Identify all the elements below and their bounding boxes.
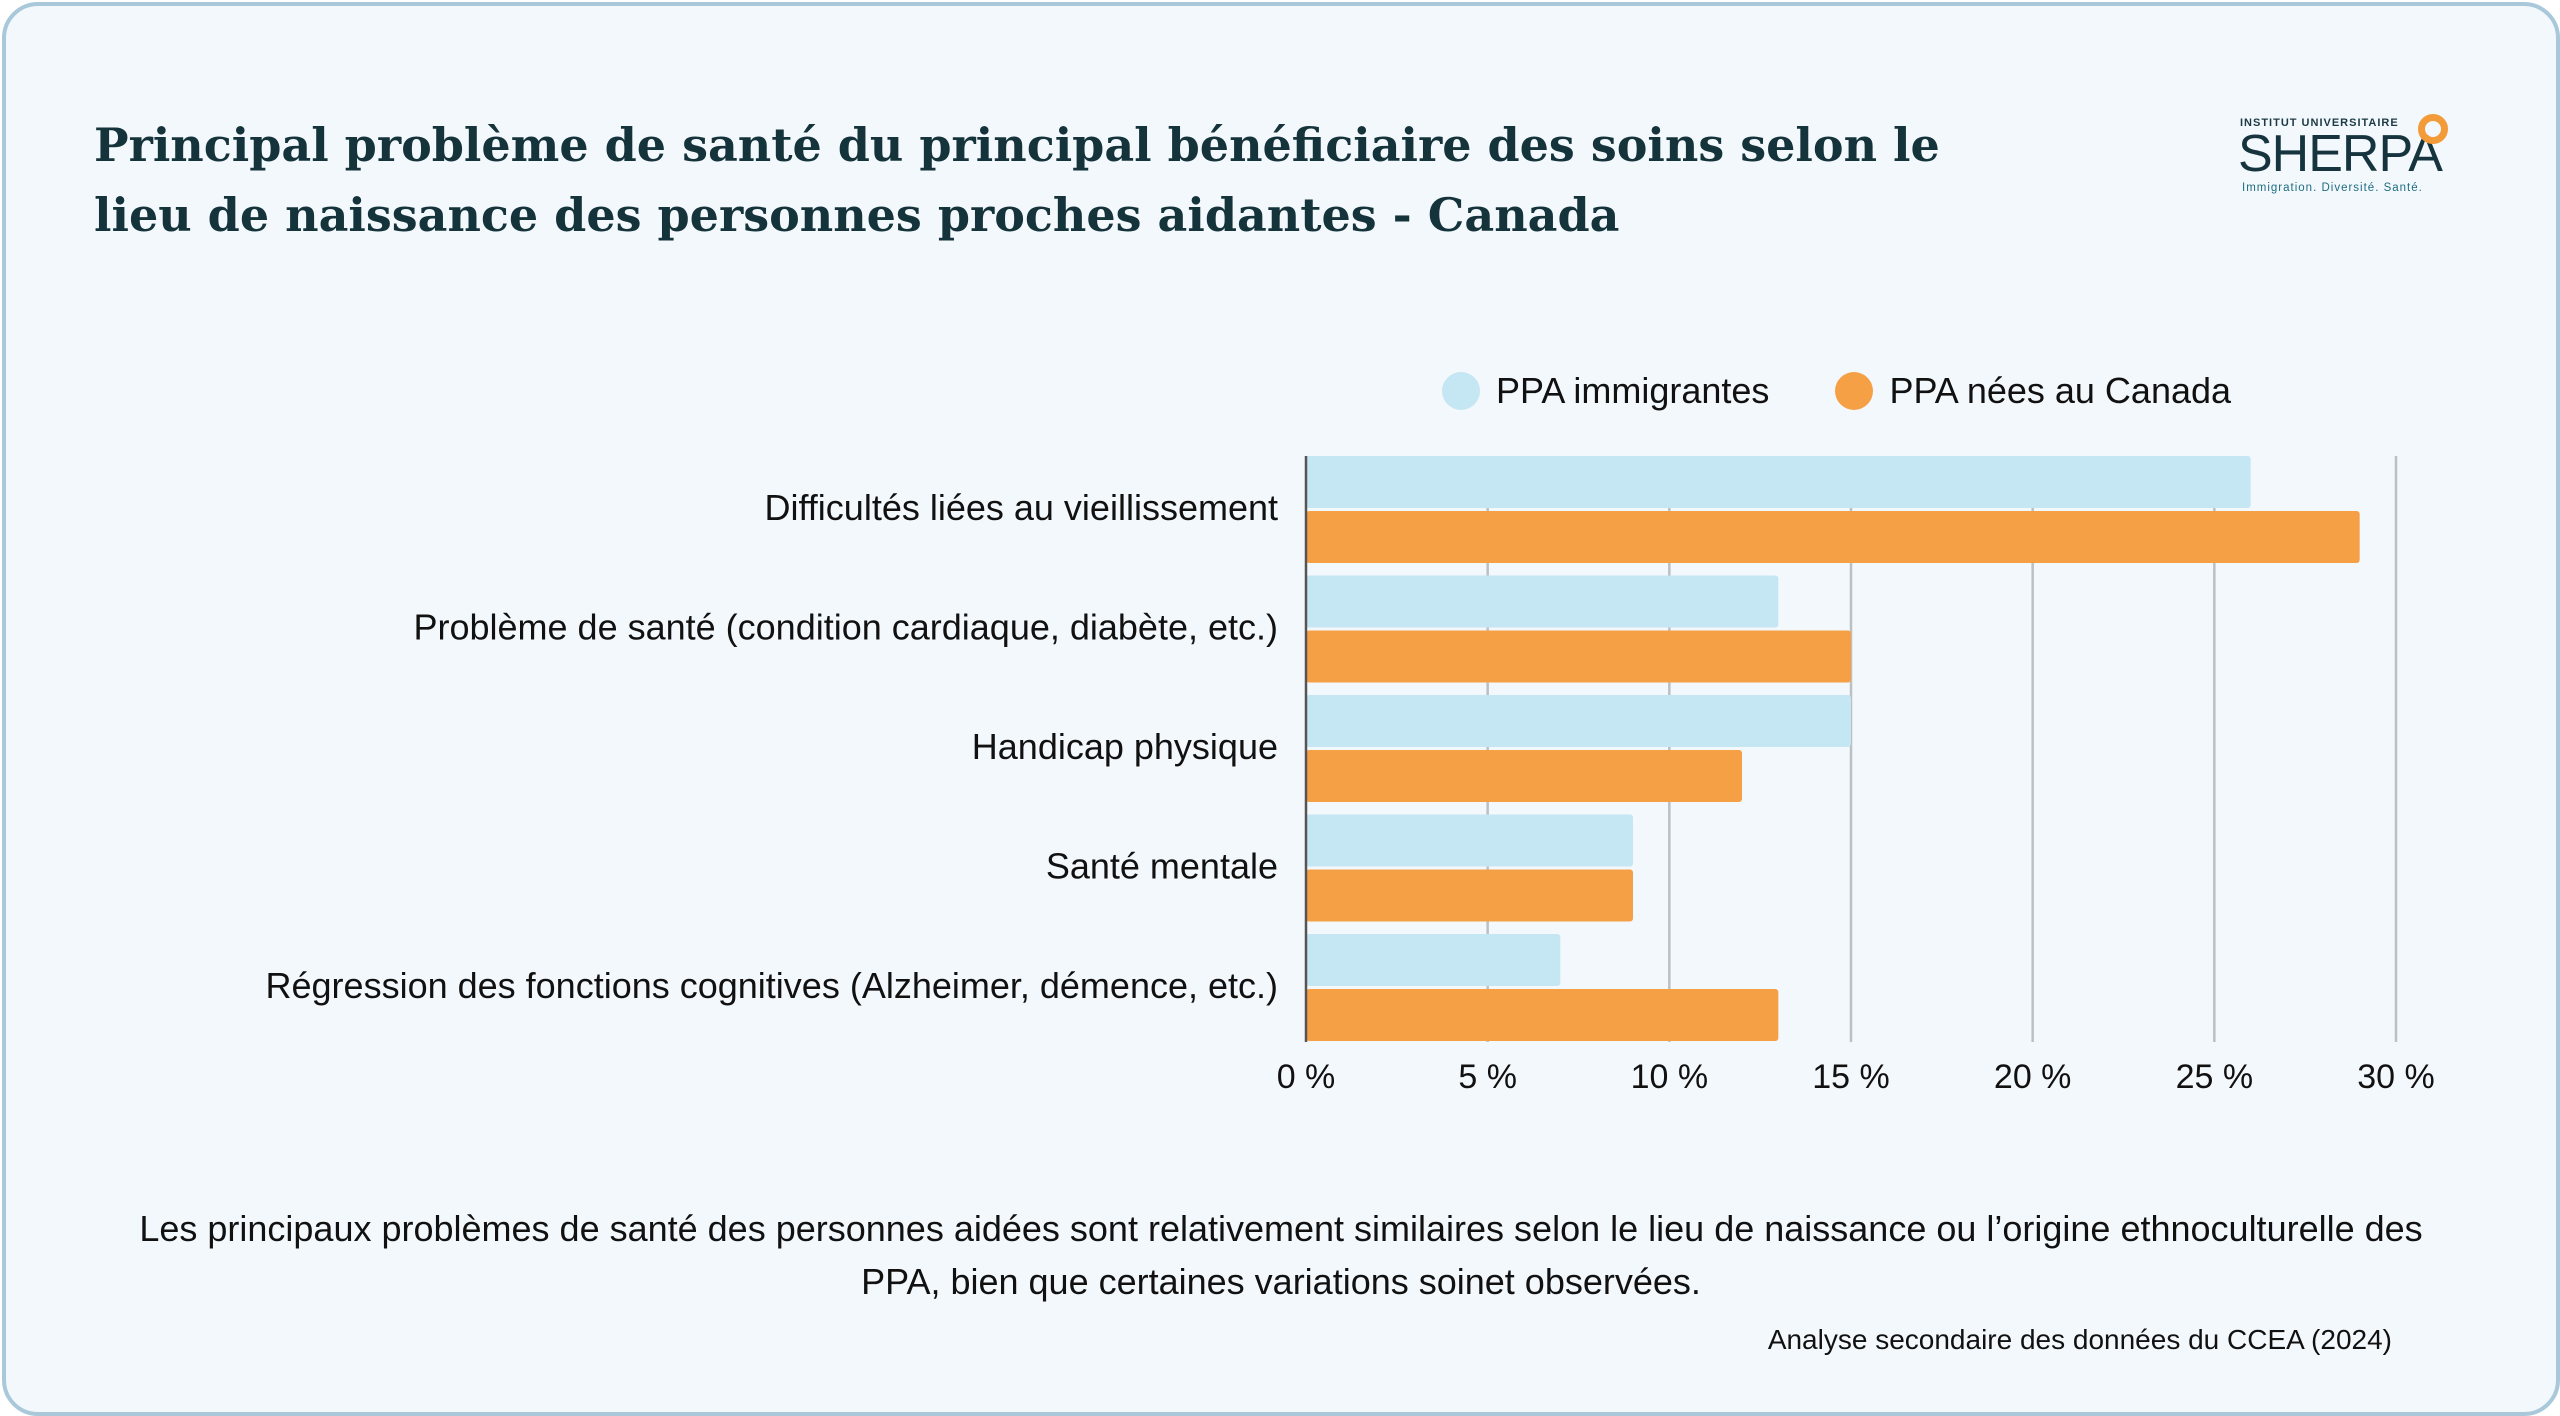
logo-institute-text: INSTITUT UNIVERSITAIRE bbox=[2240, 117, 2399, 129]
chart-caption: Les principaux problèmes de santé des pe… bbox=[139, 1208, 2423, 1302]
logo-wordmark: SHERPA bbox=[2238, 125, 2443, 183]
legend-label-nees-canada: PPA nées au Canada bbox=[1889, 370, 2232, 411]
legend-label-immigrantes: PPA immigrantes bbox=[1496, 370, 1770, 411]
legend-item-nees-canada: PPA nées au Canada bbox=[1835, 370, 2231, 412]
source-note: Analyse secondaire des données du CCEA (… bbox=[1767, 1324, 2392, 1355]
chart-legend: PPA immigrantes PPA nées au Canada bbox=[1442, 366, 2231, 416]
legend-swatch-nees-canada bbox=[1835, 372, 1874, 410]
logo-ring-icon bbox=[2418, 114, 2448, 144]
logo-tagline: Immigration. Diversité. Santé. bbox=[2242, 182, 2423, 194]
legend-swatch-immigrantes bbox=[1442, 372, 1480, 410]
chart-title: Principal problème de santé du principal… bbox=[94, 118, 1940, 242]
legend-item-immigrantes: PPA immigrantes bbox=[1442, 370, 1769, 412]
sherpa-logo: INSTITUT UNIVERSITAIRE SHERPA Immigratio… bbox=[2238, 114, 2454, 198]
